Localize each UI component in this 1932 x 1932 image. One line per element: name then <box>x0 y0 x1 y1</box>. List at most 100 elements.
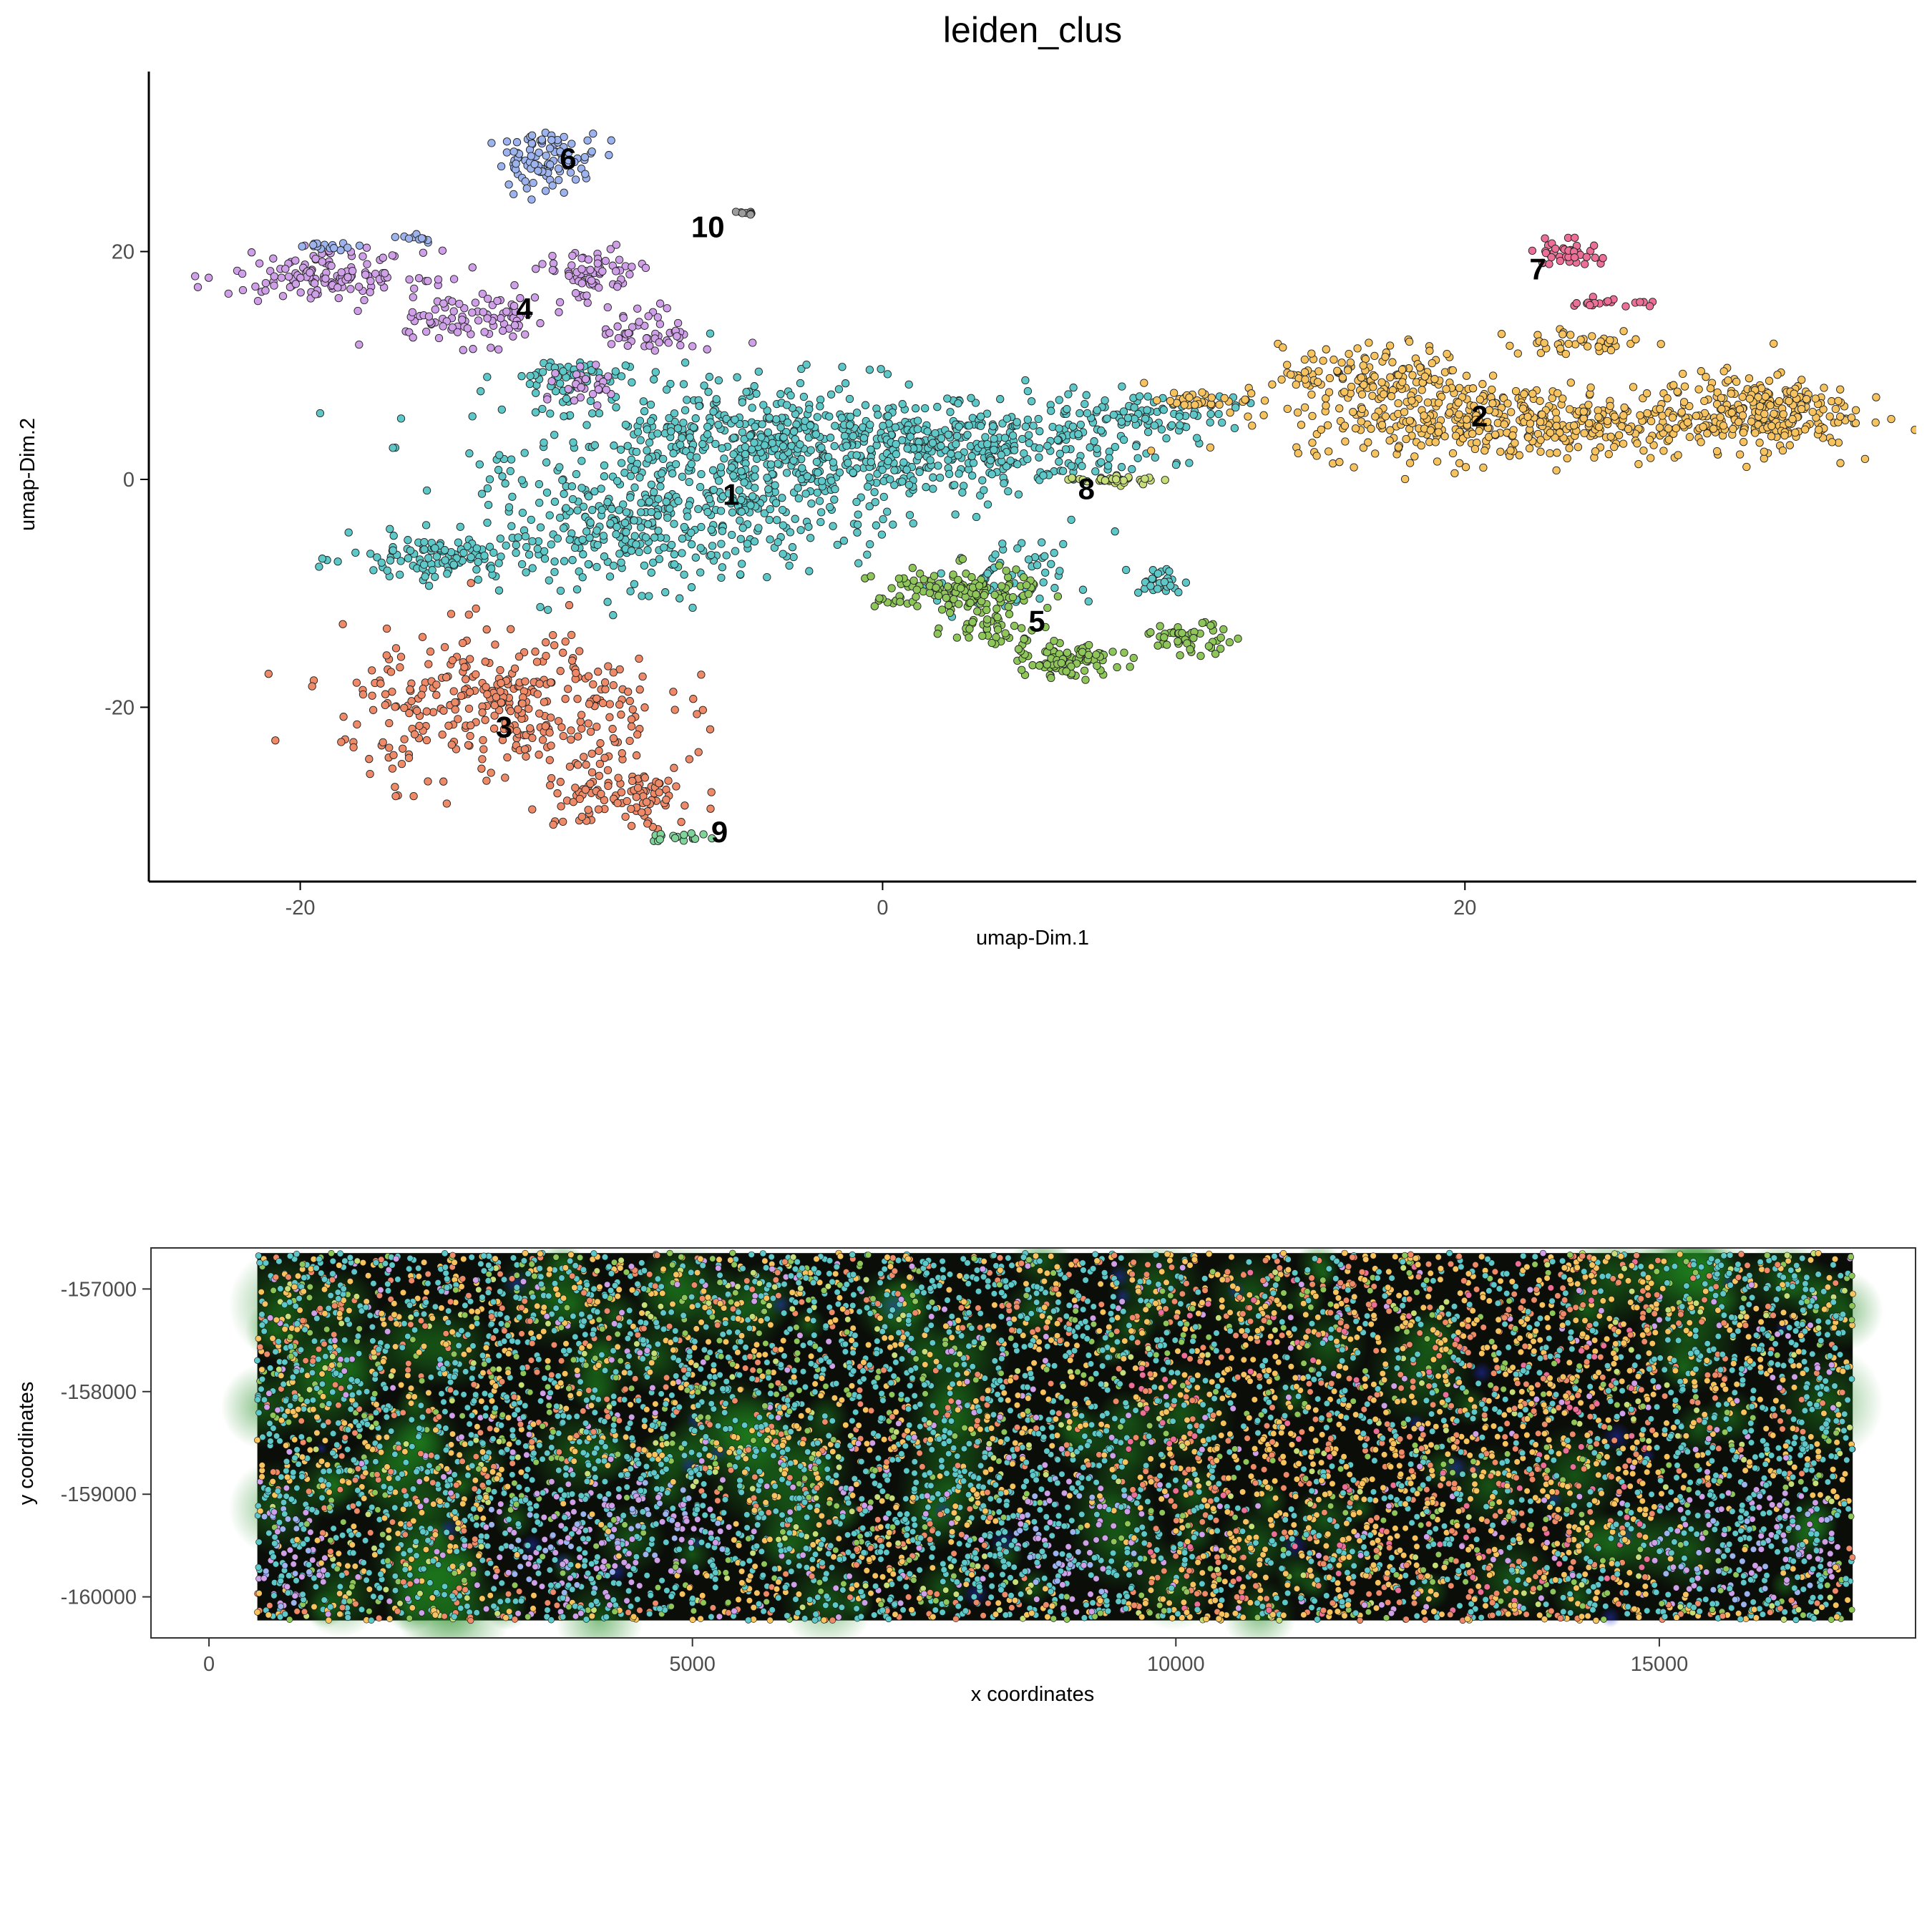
umap-point <box>1075 409 1084 418</box>
umap-point <box>616 445 625 454</box>
umap-point <box>640 321 649 330</box>
umap-point <box>504 503 514 512</box>
umap-point <box>945 608 955 618</box>
umap-point <box>602 386 610 394</box>
umap-point <box>908 564 917 572</box>
umap-point <box>922 483 930 492</box>
umap-point <box>785 561 794 570</box>
umap-point <box>1767 421 1776 431</box>
umap-point <box>786 528 795 537</box>
umap-point <box>277 273 286 282</box>
umap-point <box>432 680 441 689</box>
umap-point <box>1450 469 1459 478</box>
umap-point <box>595 759 605 769</box>
umap-point <box>965 421 973 430</box>
umap-point <box>718 527 727 535</box>
chart-title: leiden_clus <box>943 10 1122 50</box>
umap-point <box>556 586 565 595</box>
umap-point <box>728 530 736 540</box>
umap-point <box>937 605 947 614</box>
umap-point <box>424 554 433 562</box>
spatial-cell <box>994 1391 1001 1398</box>
umap-point <box>538 736 547 744</box>
umap-point <box>468 308 477 317</box>
umap-point <box>1166 581 1175 590</box>
umap-point <box>558 476 567 484</box>
umap-point <box>1448 449 1458 458</box>
umap-point <box>576 362 585 371</box>
umap-point <box>559 648 567 657</box>
umap-point <box>709 407 718 416</box>
umap-point <box>697 670 706 679</box>
umap-point <box>408 308 417 317</box>
umap-point <box>697 469 706 479</box>
spatial-cell <box>779 1476 786 1483</box>
umap-point <box>981 433 990 441</box>
umap-point <box>1248 421 1257 430</box>
umap-point <box>559 731 567 741</box>
umap-point <box>1068 474 1076 482</box>
umap-point <box>1074 430 1083 439</box>
umap-point <box>391 644 401 653</box>
umap-point <box>628 323 637 331</box>
umap-point <box>485 542 494 551</box>
umap-point <box>864 482 872 491</box>
umap-point <box>388 688 396 696</box>
umap-point <box>698 440 707 449</box>
umap-point <box>587 366 596 375</box>
spatial-cell <box>1240 1356 1247 1363</box>
umap-point <box>1206 409 1215 419</box>
umap-point <box>966 598 975 608</box>
umap-point <box>521 330 530 339</box>
umap-point <box>1455 384 1464 392</box>
umap-point <box>1462 371 1471 380</box>
umap-point <box>1061 445 1070 454</box>
umap-point <box>535 479 544 489</box>
spatial-cell <box>1440 1417 1448 1424</box>
umap-point <box>654 494 663 503</box>
umap-point <box>565 601 574 610</box>
umap-point <box>778 505 787 514</box>
umap-point <box>454 538 463 547</box>
umap-point <box>429 708 438 716</box>
spatial-cell <box>1298 1428 1305 1435</box>
spatial-cell <box>716 1337 723 1345</box>
umap-point <box>449 307 458 316</box>
umap-point <box>685 501 693 509</box>
umap-point <box>542 651 550 660</box>
umap-point <box>484 294 492 303</box>
umap-point <box>1800 425 1810 434</box>
umap-point <box>409 791 418 801</box>
umap-point <box>656 482 665 491</box>
umap-point <box>464 741 473 749</box>
umap-point <box>507 455 516 464</box>
umap-point <box>1765 376 1774 385</box>
umap-point <box>1039 578 1048 587</box>
umap-point <box>605 151 613 160</box>
spatial-cell <box>1483 1584 1491 1591</box>
spatial-cell <box>753 1341 761 1348</box>
umap-point <box>626 493 635 502</box>
umap-point <box>687 459 696 469</box>
umap-point <box>867 445 875 454</box>
umap-point <box>606 519 615 528</box>
umap-point <box>346 285 355 293</box>
umap-point <box>595 746 603 756</box>
umap-point <box>572 469 581 479</box>
umap-point <box>782 401 791 409</box>
umap-point <box>512 540 520 550</box>
spatial-cell <box>835 1535 842 1542</box>
umap-point <box>751 484 759 492</box>
cluster-5-points <box>861 555 1242 684</box>
umap-point <box>1526 419 1535 428</box>
umap-point <box>643 546 652 555</box>
umap-point <box>903 444 912 453</box>
umap-point <box>1760 409 1769 419</box>
umap-point <box>536 523 545 532</box>
umap-point <box>366 550 375 558</box>
umap-point <box>1584 401 1593 409</box>
umap-point <box>776 390 785 399</box>
umap-point <box>497 314 505 323</box>
umap-point <box>567 656 577 665</box>
umap-point <box>937 569 945 578</box>
